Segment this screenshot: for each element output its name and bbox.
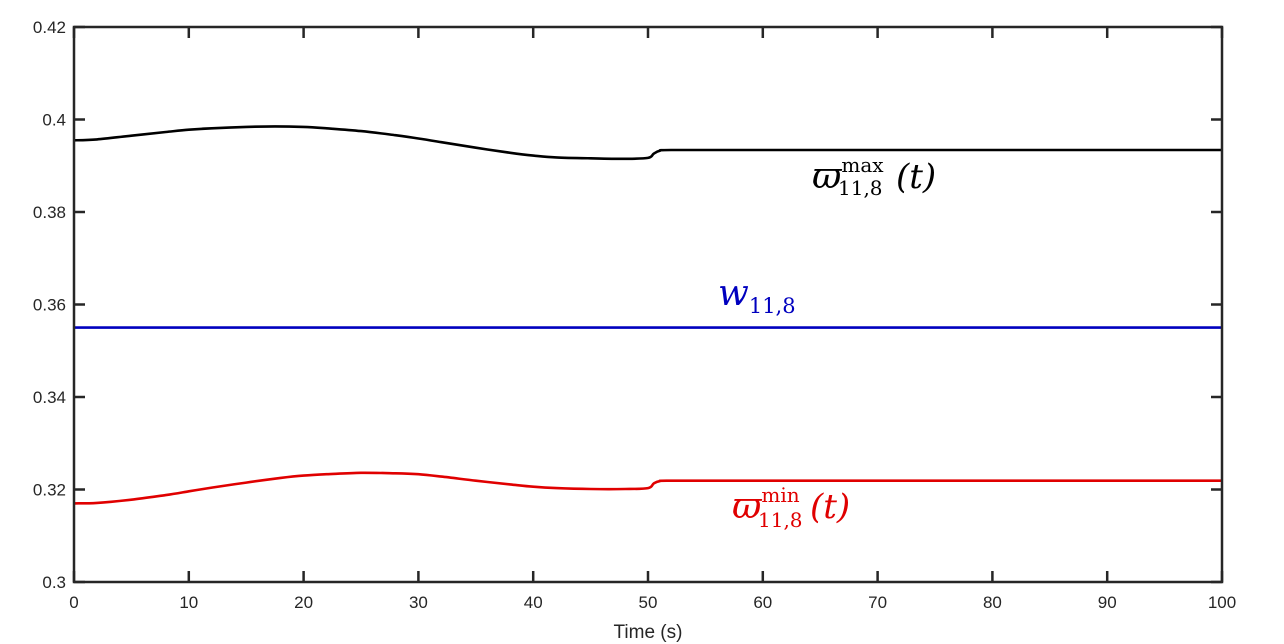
x-tick-label: 10 (179, 593, 198, 612)
x-tick-label: 30 (409, 593, 428, 612)
x-tick-label: 0 (69, 593, 78, 612)
min-annotation-arg: (t) (810, 487, 850, 527)
x-tick-label: 100 (1208, 593, 1236, 612)
x-tick-label: 90 (1098, 593, 1117, 612)
y-tick-label: 0.38 (33, 203, 66, 222)
x-tick-label: 80 (983, 593, 1002, 612)
w-annotation-sub: 11,8 (749, 294, 796, 318)
w-annotation-base: w (718, 273, 749, 314)
y-tick-label: 0.36 (33, 296, 66, 315)
y-tick-label: 0.34 (33, 388, 66, 407)
max-annotation-sub: 11,8 (838, 176, 883, 200)
max-annotation-arg: (t) (896, 157, 936, 197)
plot-frame (72, 25, 1224, 584)
y-tick-label: 0.3 (42, 573, 66, 592)
x-tick-label: 40 (524, 593, 543, 612)
max-annotation-sup: max (841, 153, 884, 177)
max-series-annotation: ϖmax (812, 153, 884, 197)
max-annotation-base: ϖ (812, 156, 843, 197)
x-tick-label: 70 (868, 593, 887, 612)
y-tick-labels: 0.3 0.32 0.34 0.36 0.38 0.4 0.42 (33, 18, 66, 592)
min-series-annotation: ϖmin (732, 483, 800, 527)
x-tick-labels: 0 10 20 30 40 50 60 70 80 90 100 (69, 593, 1236, 612)
w-series-annotation: w11,8 (718, 273, 796, 318)
x-axis-label: Time (s) (614, 622, 683, 643)
min-annotation-sup: min (761, 483, 799, 507)
min-annotation-sub: 11,8 (758, 508, 803, 532)
y-tick-label: 0.32 (33, 481, 66, 500)
x-tick-label: 20 (294, 593, 313, 612)
x-tick-label: 60 (753, 593, 772, 612)
y-tick-label: 0.42 (33, 18, 66, 37)
series-lines (73, 125, 1223, 505)
series-line-min (73, 471, 1223, 505)
x-tick-label: 50 (639, 593, 658, 612)
y-tick-label: 0.4 (42, 111, 66, 130)
series-line-max (73, 125, 1222, 161)
axis-ticks (72, 25, 1224, 584)
min-annotation-base: ϖ (732, 486, 763, 527)
